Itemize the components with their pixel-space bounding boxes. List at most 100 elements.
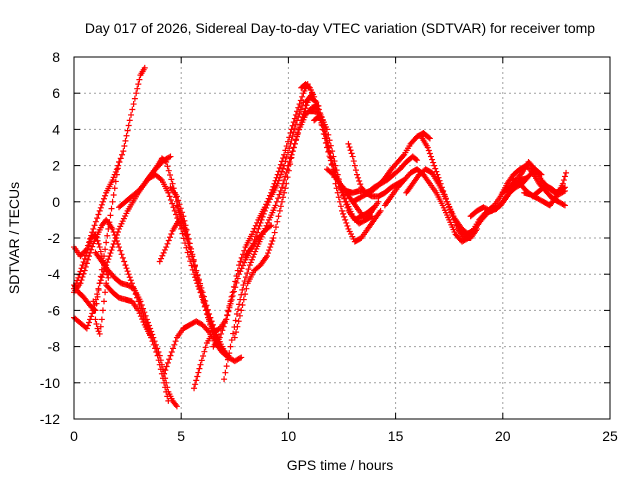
data-point xyxy=(200,293,207,300)
data-point xyxy=(200,353,207,360)
data-point xyxy=(136,310,143,317)
data-point xyxy=(109,225,116,232)
data-point xyxy=(233,311,240,318)
data-point xyxy=(248,231,255,238)
data-point xyxy=(238,265,245,272)
data-point xyxy=(143,316,150,323)
data-point xyxy=(203,302,210,309)
data-point xyxy=(108,247,115,254)
data-point xyxy=(251,251,258,258)
data-point xyxy=(184,249,191,256)
data-point xyxy=(273,198,280,205)
data-point xyxy=(192,381,199,388)
data-point xyxy=(91,307,98,314)
data-point xyxy=(327,154,334,161)
data-point xyxy=(561,187,568,194)
data-point xyxy=(138,301,145,308)
data-point xyxy=(183,232,190,239)
data-point xyxy=(148,328,155,335)
data-point xyxy=(291,125,298,132)
data-point xyxy=(120,148,127,155)
data-point xyxy=(90,225,97,232)
data-point xyxy=(107,250,114,257)
series-arc-04 xyxy=(71,216,172,404)
data-point xyxy=(101,195,108,202)
data-point xyxy=(282,185,289,192)
data-point xyxy=(91,301,98,308)
data-point xyxy=(121,258,128,265)
data-point xyxy=(237,268,244,275)
data-point xyxy=(236,271,243,278)
data-point xyxy=(284,174,291,181)
data-point xyxy=(345,140,352,147)
data-point xyxy=(99,307,106,314)
data-point xyxy=(114,241,121,248)
data-point xyxy=(157,175,164,182)
data-point xyxy=(560,188,567,195)
data-point xyxy=(561,173,568,180)
data-point xyxy=(221,320,228,327)
data-point xyxy=(97,204,104,211)
data-point xyxy=(271,229,278,236)
data-point xyxy=(357,181,364,188)
data-point xyxy=(170,345,177,352)
data-point xyxy=(237,258,244,265)
data-point xyxy=(560,201,567,208)
data-point xyxy=(164,240,171,247)
data-point xyxy=(122,262,129,269)
data-point xyxy=(278,198,285,205)
data-point xyxy=(223,316,230,323)
data-point xyxy=(290,129,297,136)
data-point xyxy=(252,248,259,255)
data-point xyxy=(244,270,251,277)
data-point xyxy=(193,377,200,384)
data-point xyxy=(131,95,138,102)
x-tick-label: 15 xyxy=(388,428,404,444)
data-point xyxy=(216,334,223,341)
data-point xyxy=(167,196,174,203)
data-point xyxy=(277,161,284,168)
data-point xyxy=(92,231,99,238)
data-point xyxy=(163,244,170,251)
data-point xyxy=(163,379,170,386)
data-point xyxy=(295,113,302,120)
data-point xyxy=(96,330,103,337)
data-point xyxy=(263,204,270,211)
data-point xyxy=(160,249,167,256)
data-point xyxy=(269,238,276,245)
data-point xyxy=(276,174,283,181)
y-tick-label: -2 xyxy=(48,230,61,246)
data-point xyxy=(124,268,131,275)
data-point xyxy=(98,316,105,323)
data-point xyxy=(208,318,215,325)
data-point xyxy=(107,212,114,219)
data-point xyxy=(104,232,111,239)
data-point xyxy=(184,236,191,243)
data-point xyxy=(96,280,103,287)
data-point xyxy=(243,285,250,292)
y-tick-label: 4 xyxy=(52,121,60,137)
data-point xyxy=(227,343,234,350)
data-point xyxy=(92,316,99,323)
data-point xyxy=(266,196,273,203)
data-point xyxy=(119,151,126,158)
data-point xyxy=(352,167,359,174)
data-point xyxy=(194,271,201,278)
data-point xyxy=(97,277,104,284)
x-tick-labels: 0 5 10 15 20 25 xyxy=(70,428,618,444)
data-point xyxy=(266,247,273,254)
data-point xyxy=(170,204,177,211)
data-point xyxy=(289,133,296,140)
data-point xyxy=(563,169,570,176)
data-point xyxy=(265,199,272,206)
data-point xyxy=(156,258,163,265)
data-point xyxy=(414,157,421,164)
data-point xyxy=(165,189,172,196)
data-point xyxy=(79,262,86,269)
data-point xyxy=(313,99,320,106)
data-point xyxy=(289,148,296,155)
data-point xyxy=(299,102,306,109)
data-point xyxy=(195,276,202,283)
data-point xyxy=(185,240,192,247)
